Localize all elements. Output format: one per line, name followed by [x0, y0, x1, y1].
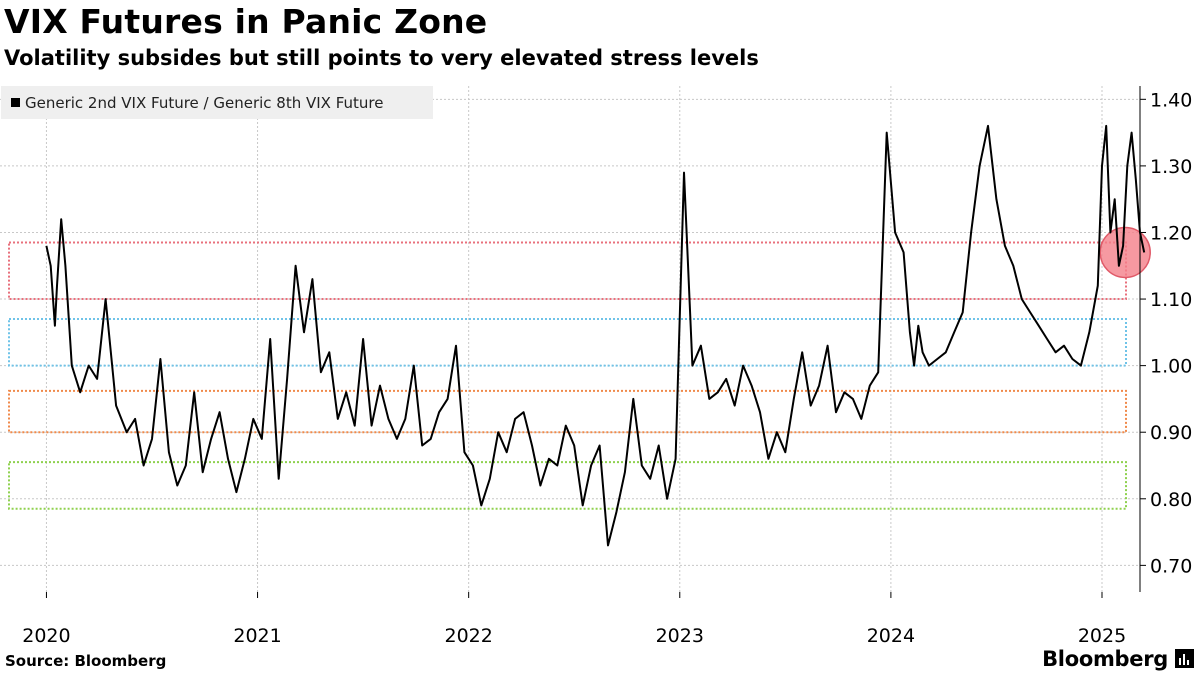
bloomberg-terminal-icon [1175, 649, 1194, 668]
brand-logo: Bloomberg [1042, 647, 1168, 671]
legend-label: Generic 2nd VIX Future / Generic 8th VIX… [25, 93, 384, 112]
y-tick-label: 0.80 [1150, 489, 1192, 511]
green-band [8, 461, 1127, 510]
x-tick-label: 2021 [233, 625, 281, 647]
series-lines [45, 124, 1146, 547]
source-note: Source: Bloomberg [5, 652, 167, 670]
highlight-marker [1099, 226, 1151, 279]
y-tick-label: 1.40 [1150, 89, 1192, 111]
axes: 0.70 0.80 0.90 1.00 1.10 1.20 1.30 1.40 2020 2021… [22, 86, 1192, 647]
x-tick-label: 2025 [1078, 625, 1126, 647]
x-tick-label: 2024 [867, 625, 915, 647]
highlight-circle [1099, 226, 1151, 279]
y-tick-label: 1.30 [1150, 156, 1192, 178]
legend-swatch [11, 98, 20, 107]
threshold-bands [8, 241, 1127, 510]
orange-band [8, 389, 1127, 434]
x-tick-label: 2022 [444, 625, 492, 647]
x-tick-label: 2023 [656, 625, 704, 647]
x-tick-label: 2020 [22, 625, 70, 647]
chart-subtitle: Volatility subsides but still points to … [4, 46, 759, 70]
series-line-0 [45, 124, 1146, 547]
y-tick-label: 0.70 [1150, 555, 1192, 577]
gridlines [0, 86, 1140, 592]
y-tick-label: 1.20 [1150, 222, 1192, 244]
y-tick-label: 0.90 [1150, 422, 1192, 444]
y-tick-label: 1.10 [1150, 289, 1192, 311]
red-band [8, 241, 1127, 301]
y-tick-label: 1.00 [1150, 356, 1192, 378]
chart-title: VIX Futures in Panic Zone [4, 2, 488, 41]
legend: Generic 2nd VIX Future / Generic 8th VIX… [1, 86, 433, 119]
blue-band [8, 318, 1127, 367]
